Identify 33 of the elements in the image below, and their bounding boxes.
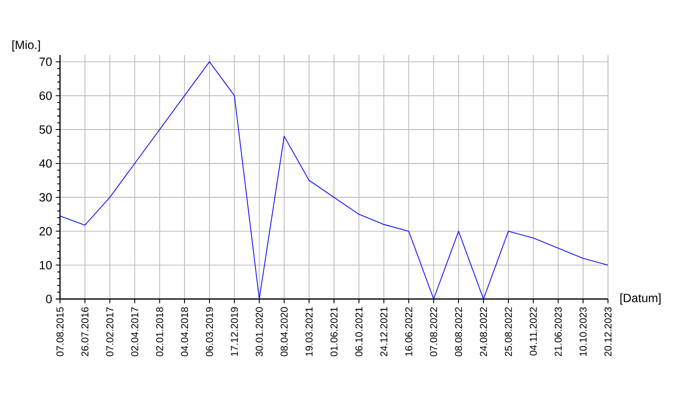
y-tick-label: 30 (39, 193, 52, 202)
x-tick-label: 07.08.2022 (430, 307, 438, 356)
x-tick-label: 02.04.2017 (131, 307, 138, 356)
x-tick-label: 08.08.2022 (455, 307, 462, 356)
x-tick-label: 07.08.2015 (56, 307, 64, 356)
x-tick-label: 30.01.2020 (256, 307, 263, 356)
x-tick-label: 25.08.2022 (504, 307, 512, 356)
x-tick-label: 04.11.2022 (530, 307, 537, 356)
x-tick-label: 01.06.2021 (330, 307, 338, 356)
x-tick-label: 24.12.2021 (380, 307, 388, 356)
x-tick-label: 02.01.2018 (156, 307, 164, 356)
x-tick-label: 04.04.2018 (181, 307, 188, 356)
y-tick-label: 10 (40, 260, 52, 270)
y-tick-label: 60 (40, 91, 52, 100)
x-tick-label: 16.06.2022 (405, 307, 412, 356)
y-tick-label: 70 (40, 58, 52, 66)
x-tick-label: 19.03.2021 (306, 307, 313, 356)
x-tick-label: 26.07.2016 (81, 307, 88, 356)
x-tick-label: 06.10.2021 (355, 307, 362, 356)
x-tick-label: 20.12.2023 (604, 307, 612, 356)
y-tick-label: 20 (40, 226, 52, 236)
x-tick-label: 08.04.2020 (280, 307, 288, 356)
x-tick-label: 21.06.2023 (554, 307, 562, 356)
y-tick-label: 50 (39, 125, 52, 134)
x-axis-title: [Datum] (620, 293, 661, 305)
x-tick-label: 07.02.2017 (106, 307, 114, 356)
y-tick-label: 40 (39, 159, 52, 168)
x-tick-label: 10.10.2023 (580, 307, 587, 356)
x-tick-label: 24.08.2022 (480, 307, 487, 356)
x-tick-label: 06.03.2019 (206, 307, 213, 356)
y-axis-title: [Mio.] (12, 40, 40, 52)
y-tick-label: 0 (46, 294, 52, 304)
x-tick-label: 17.12.2019 (230, 307, 238, 356)
